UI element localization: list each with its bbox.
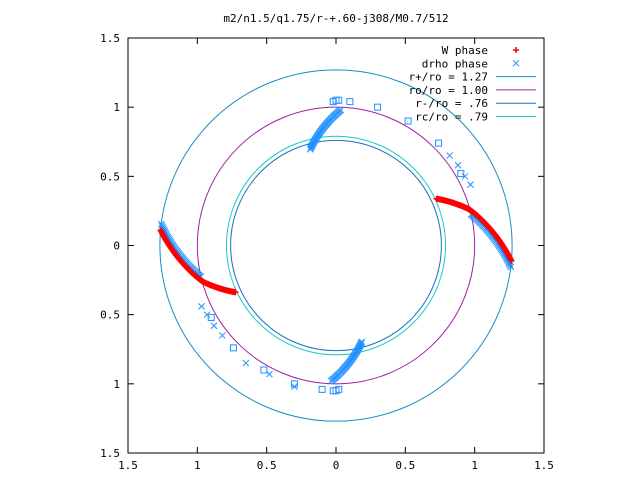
drho-phase-point — [404, 117, 412, 125]
chart-title: m2/n1.5/q1.75/r-+.60-j308/M0.7/512 — [223, 12, 448, 25]
y-tick-label: 1.5 — [100, 447, 120, 460]
x-tick-label: 1.5 — [534, 459, 554, 472]
drho-phase-point — [207, 313, 215, 321]
drho-phase-point — [318, 385, 326, 393]
drho-phase-point — [218, 332, 226, 339]
legend-label: r-/ro = .76 — [415, 97, 488, 110]
tick-layer: 1.5 1 0.5 0 0.5 1 1.51.510.500.511.5 — [100, 32, 554, 472]
y-tick-label: 1 — [113, 378, 120, 391]
x-tick-label: 1 — [194, 459, 201, 472]
y-tick-label: 0 — [113, 240, 120, 253]
drho-phase-point — [327, 377, 335, 385]
drho-phase-point — [260, 366, 268, 374]
drho-phase-point — [242, 359, 250, 367]
x-tick-label: 1.5 — [118, 459, 138, 472]
radius-circles — [159, 69, 513, 422]
legend-label: W phase — [442, 44, 488, 57]
drho-phase-point — [291, 383, 298, 390]
drho-phase-point — [346, 98, 354, 106]
legend-label: r+/ro = 1.27 — [409, 71, 488, 84]
x-tick-label: 1 — [471, 459, 478, 472]
y-tick-label: 0.5 — [100, 170, 120, 183]
radius-circle — [225, 135, 447, 356]
w-phase-series — [157, 195, 515, 296]
legend-swatch — [513, 47, 519, 53]
drho-phase-point — [337, 106, 345, 114]
y-tick-label: 1 — [113, 101, 120, 114]
drho-phase-series — [157, 96, 515, 395]
drho-phase-point — [457, 170, 465, 178]
legend-label: drho phase — [422, 57, 488, 70]
y-tick-label: 0.5 — [100, 309, 120, 322]
legend-label: rc/ro = .79 — [415, 111, 488, 124]
drho-phase-point — [461, 172, 469, 180]
radius-circle — [159, 69, 513, 422]
drho-phase-point — [329, 98, 337, 106]
radius-circle — [230, 139, 442, 352]
drho-phase-point — [446, 152, 454, 159]
y-tick-label: 1.5 — [100, 32, 120, 45]
drho-phase-point — [266, 370, 273, 378]
drho-phase-point — [210, 322, 218, 330]
drho-phase-point — [198, 303, 205, 310]
x-tick-label: 0 — [333, 459, 340, 472]
w-phase-point — [232, 289, 239, 296]
w-phase-point — [433, 195, 440, 202]
drho-phase-point — [203, 311, 211, 319]
legend-label: ro/ro = 1.00 — [409, 84, 488, 97]
drho-phase-point — [229, 344, 237, 352]
drho-phase-point — [454, 161, 462, 169]
x-tick-label: 0.5 — [395, 459, 415, 472]
drho-phase-point — [435, 139, 443, 147]
drho-phase-point — [467, 181, 474, 188]
legend-swatch — [512, 59, 520, 67]
x-tick-label: 0.5 — [257, 459, 277, 472]
drho-phase-point — [335, 385, 343, 393]
radius-circle — [196, 106, 476, 385]
drho-phase-point — [374, 103, 382, 111]
